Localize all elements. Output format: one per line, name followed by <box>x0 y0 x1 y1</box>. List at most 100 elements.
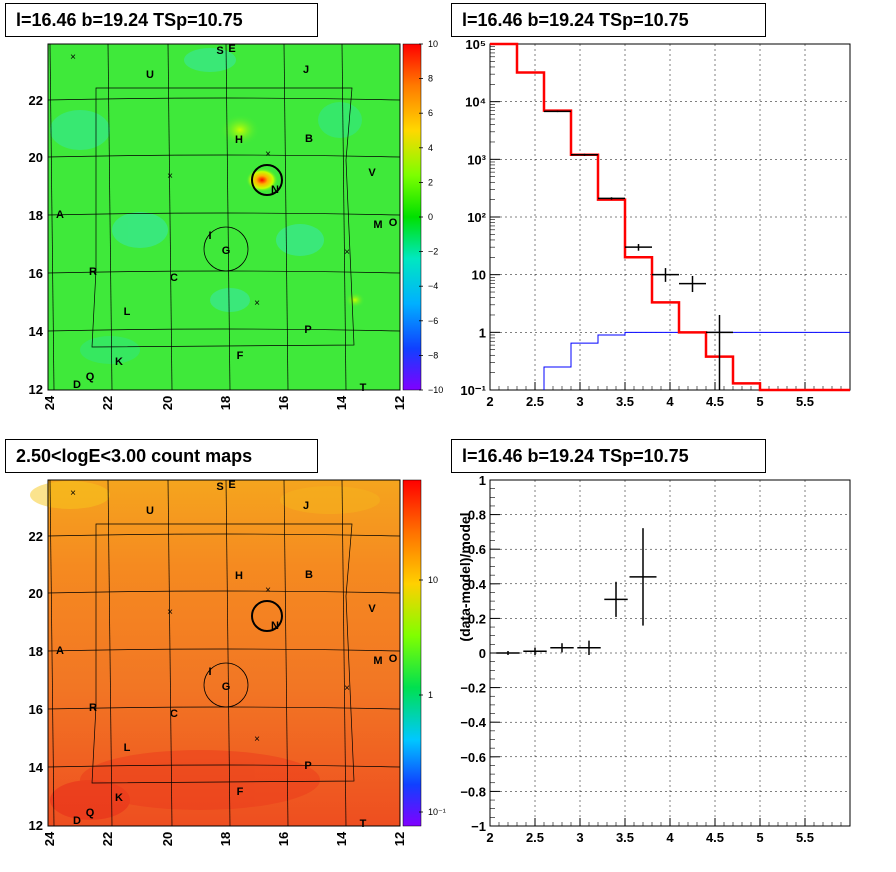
map-y-tick-label: 22 <box>29 529 43 544</box>
source-label: V <box>368 167 376 179</box>
source-label: Q <box>86 807 95 819</box>
br-panel-title: l=16.46 b=19.24 TSp=10.75 <box>451 439 766 473</box>
x-tick-label: 4 <box>666 830 674 845</box>
x-tick-label: 3 <box>576 830 583 845</box>
ts-map-texture <box>50 48 362 364</box>
map-x-tick-label: 14 <box>334 831 349 846</box>
ts-map-axis: 24 22 20 18 16 14 12 22 20 18 16 14 12 <box>29 93 407 410</box>
map-y-tick-label: 18 <box>29 644 43 659</box>
graticule-latitude-line <box>47 533 401 537</box>
y-tick-label: 10⁻¹ <box>460 383 486 398</box>
ts-map-warm-patch <box>345 292 365 308</box>
graticule-latitude-line <box>47 97 401 101</box>
graticule-longitude-line <box>107 479 113 827</box>
colorbar-tick-label: 10 <box>428 575 438 585</box>
source-label: D <box>73 379 81 391</box>
x-tick-label: 3 <box>576 394 583 409</box>
x-tick-label: 5.5 <box>796 394 814 409</box>
source-label: T <box>360 818 367 830</box>
source-label: P <box>304 324 311 336</box>
map-y-tick-label: 20 <box>29 150 43 165</box>
map-y-tick-label: 14 <box>29 760 44 775</box>
colorbar-tick-label: −6 <box>428 316 438 326</box>
total-model-line <box>490 42 850 392</box>
source-label: P <box>304 760 311 772</box>
source-label: I <box>208 230 211 242</box>
roi-boundary <box>91 523 355 784</box>
ts-map-source-labels: S E U J H B N V A M O GI R C L P K F QD T <box>56 43 398 394</box>
source-label: H <box>235 570 243 582</box>
source-label: K <box>115 356 123 368</box>
y-tick-label: 0.8 <box>468 508 486 523</box>
map-x-tick-label: 22 <box>100 396 115 410</box>
source-label: B <box>305 569 313 581</box>
map-x-tick-label: 20 <box>160 396 175 410</box>
map-x-tick-label: 18 <box>218 832 233 846</box>
source-label: N <box>271 184 279 196</box>
y-tick-label: 10⁵ <box>465 37 486 52</box>
x-tick-label: 5 <box>756 830 763 845</box>
colorbar-tick-label: 10⁻¹ <box>428 807 446 817</box>
map-x-tick-label: 12 <box>392 396 407 410</box>
source-label: F <box>237 350 244 362</box>
ts-colorbar <box>402 43 422 391</box>
tr-panel-title: l=16.46 b=19.24 TSp=10.75 <box>451 3 766 37</box>
y-tick-label: 10 <box>472 268 486 283</box>
source-label: V <box>368 603 376 615</box>
source-label: J <box>303 64 309 76</box>
y-tick-label: 10⁴ <box>465 95 486 110</box>
graticule-latitude-line <box>47 212 401 216</box>
extended-source-circle <box>203 226 249 272</box>
colorbar-tick-label: 0 <box>428 212 433 222</box>
source-label: Q <box>86 371 95 383</box>
count-map-frame <box>47 479 401 827</box>
y-tick-label: −0.6 <box>460 750 486 765</box>
spectrum-plot: 2 2.5 3 3.5 4 4.5 5 5.5 10⁻¹ 1 10 10² 10³ 10⁴ 10⁵ <box>460 37 851 409</box>
source-label: L <box>124 742 131 754</box>
point-source-marker: × <box>254 298 260 309</box>
x-tick-label: 2.5 <box>526 830 544 845</box>
map-y-tick-label: 16 <box>29 266 43 281</box>
count-map <box>30 479 401 827</box>
point-source-marker: × <box>167 607 173 618</box>
point-source-marker: × <box>265 585 271 596</box>
source-label: B <box>305 133 313 145</box>
source-label: M <box>373 655 382 667</box>
source-label: A <box>56 645 64 657</box>
source-label: U <box>146 505 154 517</box>
tl-panel-title: l=16.46 b=19.24 TSp=10.75 <box>5 3 318 37</box>
colorbar-tick-label: 2 <box>428 177 433 187</box>
colorbar-tick-label: 8 <box>428 74 433 84</box>
x-tick-label: 3.5 <box>616 394 634 409</box>
source-label: N <box>271 620 279 632</box>
graticule-longitude-line <box>283 43 289 391</box>
x-tick-label: 4.5 <box>706 830 724 845</box>
y-tick-label: 1 <box>479 325 486 340</box>
graticule-longitude-line <box>167 479 173 827</box>
y-tick-label: −0.8 <box>460 784 486 799</box>
colorbar-tick-label: −2 <box>428 247 438 257</box>
source-label: D <box>73 815 81 827</box>
x-tick-label: 2.5 <box>526 394 544 409</box>
y-tick-label: 0.2 <box>468 611 486 626</box>
source-label: F <box>237 786 244 798</box>
source-label: E <box>228 479 235 491</box>
source-label: R <box>89 702 97 714</box>
source-label: G <box>222 681 231 693</box>
graticule-longitude-line <box>107 43 113 391</box>
x-tick-label: 5.5 <box>796 830 814 845</box>
graticule-latitude-line <box>47 590 401 594</box>
x-tick-label: 2 <box>486 394 493 409</box>
map-x-tick-label: 12 <box>392 832 407 846</box>
residual-y-axis-label: (data-model)/model <box>457 512 473 641</box>
source-label: K <box>115 792 123 804</box>
y-tick-label: 10² <box>467 210 486 225</box>
target-source-circle <box>251 600 283 632</box>
x-tick-label: 4.5 <box>706 394 724 409</box>
map-y-tick-label: 12 <box>29 382 43 397</box>
extended-source-circle <box>203 662 249 708</box>
y-tick-label: 0.4 <box>468 577 487 592</box>
colorbar-tick-label: −4 <box>428 281 438 291</box>
source-label: C <box>170 272 178 284</box>
